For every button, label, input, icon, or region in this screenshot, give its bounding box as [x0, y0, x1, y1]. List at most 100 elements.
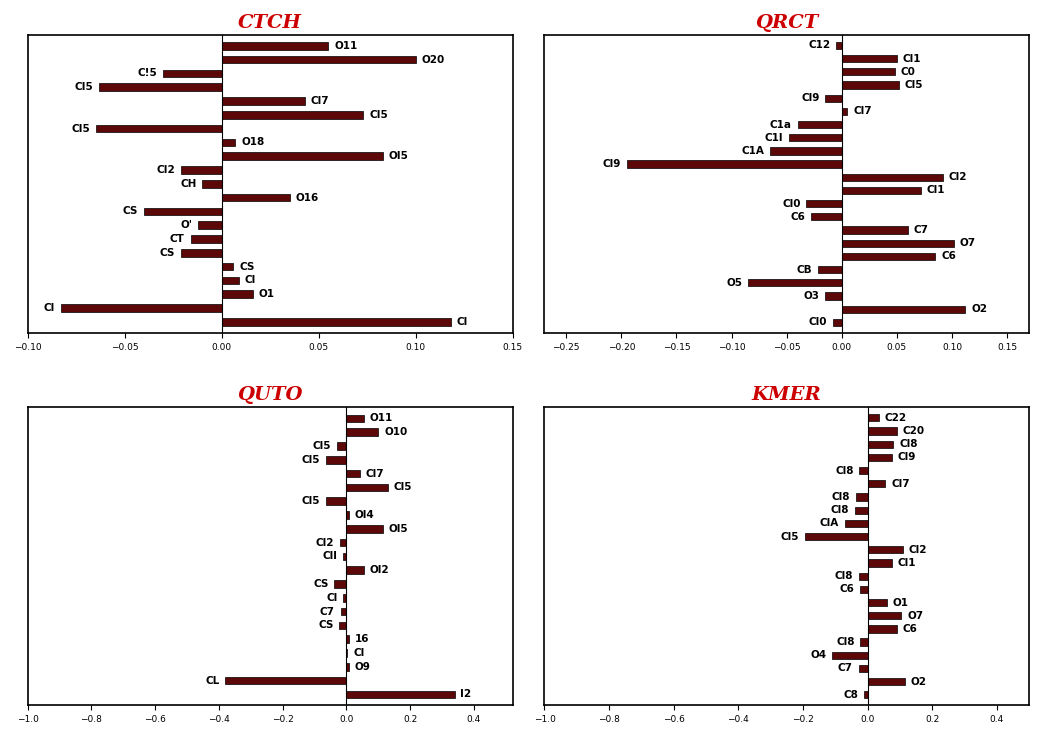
Text: CI2: CI2 [156, 165, 175, 175]
Text: Cll: Cll [322, 551, 337, 562]
Text: Cl1: Cl1 [902, 54, 921, 63]
Bar [627, 160, 842, 168]
Text: Cl0: Cl0 [808, 317, 827, 328]
Bar [868, 441, 894, 448]
Bar [842, 173, 943, 181]
Text: Cl1: Cl1 [927, 185, 945, 196]
Bar [856, 494, 868, 500]
Bar [868, 625, 897, 632]
Text: CI5: CI5 [369, 110, 388, 120]
Text: O16: O16 [295, 193, 319, 203]
Bar [818, 266, 842, 273]
Bar [334, 580, 346, 587]
Bar [868, 414, 879, 421]
Bar [798, 121, 842, 128]
Text: C7: C7 [914, 225, 928, 235]
Text: CS: CS [318, 621, 334, 630]
Bar [202, 180, 222, 187]
Text: 16: 16 [355, 634, 369, 644]
Text: Cl5: Cl5 [301, 455, 320, 465]
Bar [343, 553, 346, 560]
Text: CS: CS [313, 579, 329, 589]
Bar [222, 97, 306, 105]
Text: C20: C20 [902, 426, 924, 436]
Text: C7: C7 [838, 663, 853, 674]
Text: Cl9: Cl9 [603, 159, 621, 169]
Bar [842, 227, 907, 234]
Text: C6: C6 [791, 212, 805, 222]
Bar [810, 213, 842, 221]
Text: C22: C22 [884, 413, 906, 423]
Title: QRCT: QRCT [755, 14, 819, 32]
Bar [789, 134, 842, 142]
Text: Cl8: Cl8 [834, 571, 853, 581]
Bar [868, 454, 892, 461]
Bar [222, 56, 416, 63]
Bar [804, 533, 868, 540]
Bar [842, 306, 965, 313]
Text: O': O' [180, 220, 193, 230]
Text: C8: C8 [844, 690, 858, 700]
Bar [325, 497, 346, 505]
Bar [222, 194, 290, 201]
Text: Cl: Cl [245, 275, 257, 286]
Title: CTCH: CTCH [238, 14, 302, 32]
Text: OI5: OI5 [388, 151, 409, 162]
Text: Cl8: Cl8 [830, 506, 849, 515]
Title: KMER: KMER [752, 387, 822, 404]
Bar [337, 442, 346, 449]
Bar [346, 691, 455, 698]
Bar [860, 586, 868, 593]
Bar [164, 69, 222, 77]
Bar [868, 559, 892, 567]
Text: Cl2: Cl2 [316, 537, 334, 548]
Text: O2: O2 [971, 304, 987, 314]
Bar [96, 125, 222, 132]
Bar [858, 665, 868, 672]
Text: O18: O18 [241, 137, 264, 148]
Bar [346, 483, 388, 492]
Bar [222, 42, 329, 49]
Bar [825, 94, 842, 102]
Text: C!5: C!5 [138, 69, 157, 78]
Bar [339, 621, 346, 629]
Bar [99, 83, 222, 91]
Bar [868, 612, 901, 619]
Bar [825, 292, 842, 300]
Bar [225, 677, 346, 684]
Bar [346, 525, 383, 533]
Text: O2: O2 [911, 677, 926, 686]
Text: ClA: ClA [820, 518, 840, 528]
Bar [144, 207, 222, 215]
Text: C1A: C1A [742, 146, 765, 156]
Text: CH: CH [180, 179, 196, 189]
Bar [346, 566, 364, 574]
Bar [346, 415, 364, 422]
Bar [346, 635, 348, 643]
Title: QUTO: QUTO [238, 387, 302, 404]
Text: Cl5: Cl5 [905, 80, 923, 90]
Text: O5: O5 [726, 277, 743, 288]
Text: CI5: CI5 [71, 124, 90, 134]
Bar [222, 291, 252, 298]
Text: Cl9: Cl9 [898, 452, 916, 463]
Text: CI5: CI5 [75, 82, 94, 92]
Bar [222, 153, 383, 160]
Text: Cl8: Cl8 [835, 466, 853, 475]
Text: C6: C6 [902, 624, 918, 634]
Text: Ol5: Ol5 [389, 524, 409, 534]
Text: Cl8: Cl8 [836, 637, 854, 647]
Bar [865, 692, 868, 698]
Text: O9: O9 [355, 662, 370, 672]
Bar [180, 166, 222, 174]
Bar [858, 573, 868, 580]
Bar [340, 539, 346, 546]
Text: O7: O7 [907, 611, 923, 621]
Bar [180, 249, 222, 257]
Text: O1: O1 [893, 598, 908, 607]
Bar [222, 111, 363, 119]
Bar [842, 81, 899, 89]
Bar [860, 638, 868, 646]
Bar [222, 263, 234, 270]
Bar [346, 470, 360, 477]
